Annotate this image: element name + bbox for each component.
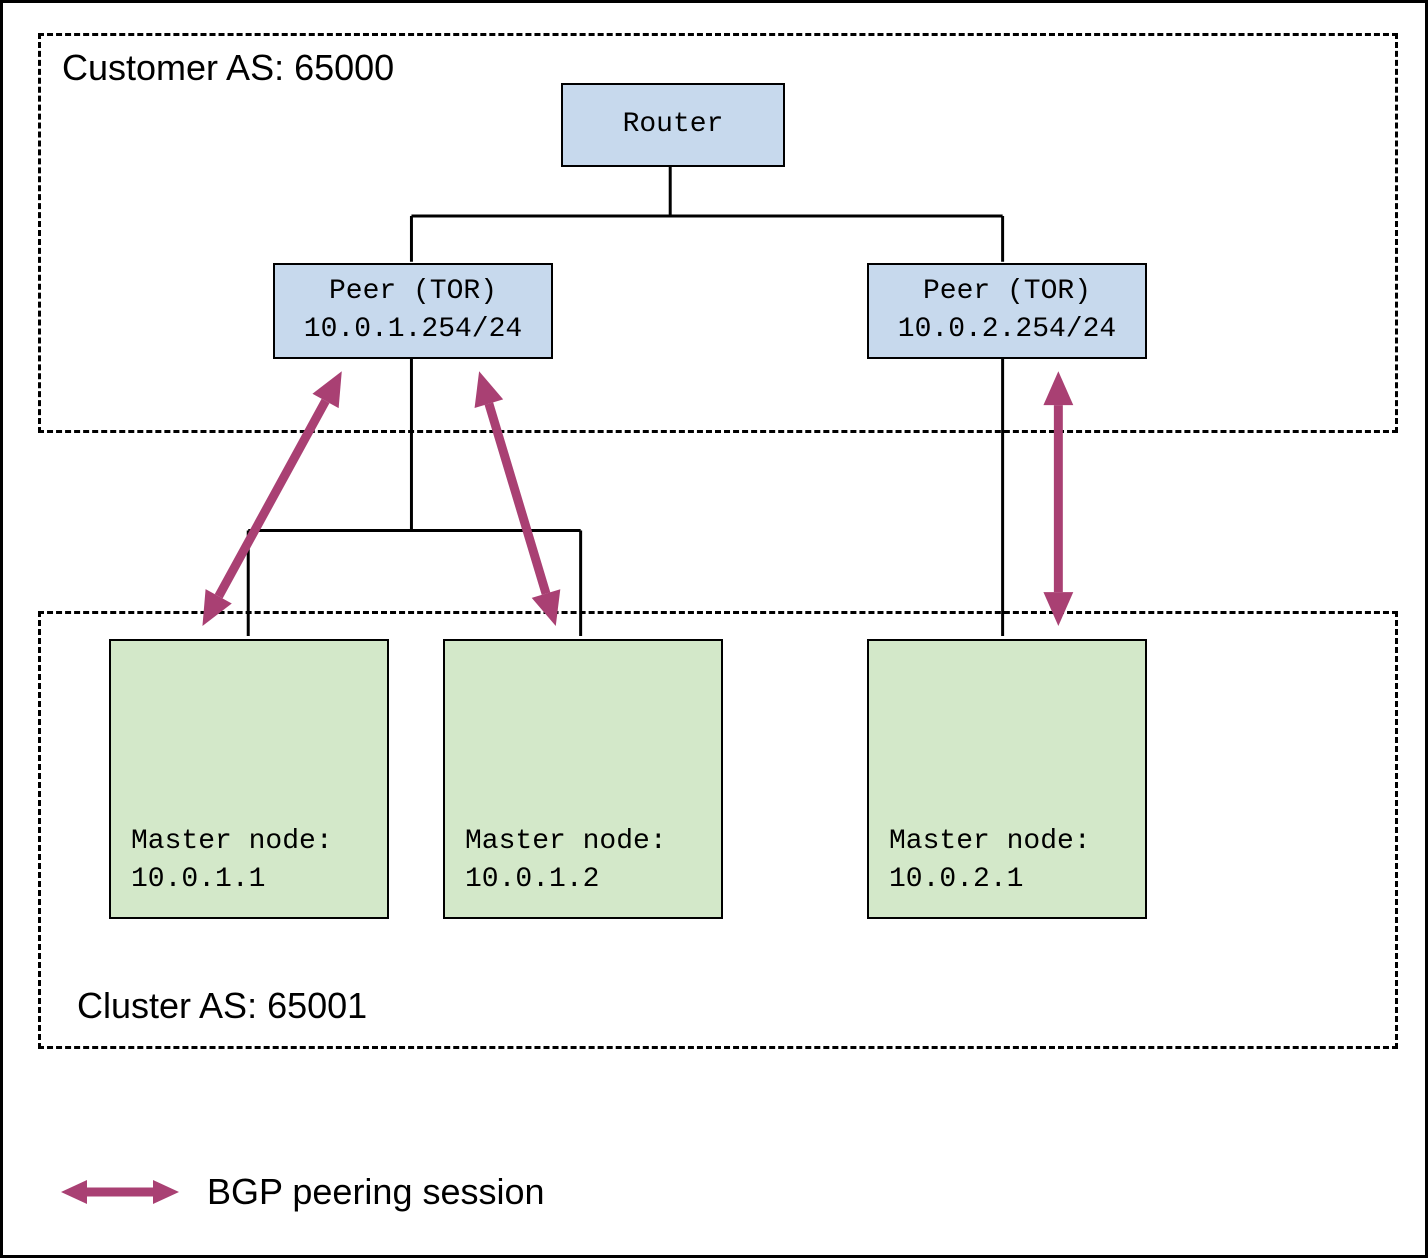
node-peer-tor-1: Peer (TOR) 10.0.1.254/24 bbox=[273, 263, 553, 359]
node-peer2-label: Peer (TOR) 10.0.2.254/24 bbox=[898, 273, 1116, 349]
node-peer-tor-2: Peer (TOR) 10.0.2.254/24 bbox=[867, 263, 1147, 359]
node-master-2: Master node: 10.0.1.2 bbox=[443, 639, 723, 919]
legend-label: BGP peering session bbox=[207, 1171, 545, 1213]
node-master-3: Master node: 10.0.2.1 bbox=[867, 639, 1147, 919]
legend-arrow-icon bbox=[55, 1172, 185, 1212]
legend: BGP peering session bbox=[55, 1171, 545, 1213]
node-router-label: Router bbox=[623, 106, 724, 144]
diagram-canvas: Customer AS: 65000 Cluster AS: 65001 Rou… bbox=[0, 0, 1428, 1258]
node-router: Router bbox=[561, 83, 785, 167]
node-peer1-label: Peer (TOR) 10.0.1.254/24 bbox=[304, 273, 522, 349]
node-master3-label: Master node: 10.0.2.1 bbox=[889, 823, 1091, 899]
node-master2-label: Master node: 10.0.1.2 bbox=[465, 823, 667, 899]
node-master-1: Master node: 10.0.1.1 bbox=[109, 639, 389, 919]
node-master1-label: Master node: 10.0.1.1 bbox=[131, 823, 333, 899]
region-cluster-title: Cluster AS: 65001 bbox=[73, 985, 371, 1027]
region-customer-title: Customer AS: 65000 bbox=[58, 47, 398, 89]
